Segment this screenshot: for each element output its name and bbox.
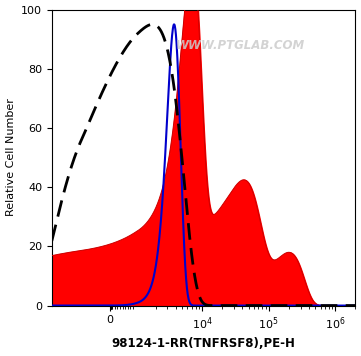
X-axis label: 98124-1-RR(TNFRSF8),PE-H: 98124-1-RR(TNFRSF8),PE-H: [112, 337, 296, 350]
Y-axis label: Relative Cell Number: Relative Cell Number: [5, 99, 16, 216]
Text: WWW.PTGLAB.COM: WWW.PTGLAB.COM: [175, 38, 305, 52]
